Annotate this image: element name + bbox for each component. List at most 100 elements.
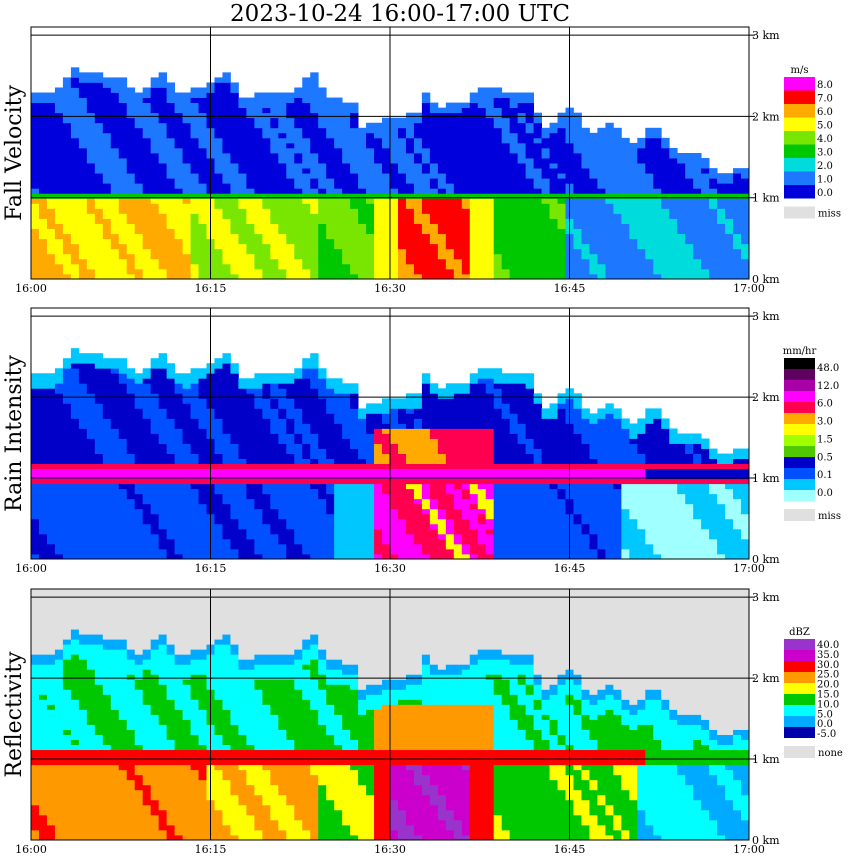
heatmap-cell: [246, 669, 255, 746]
heatmap-cell: [246, 659, 255, 670]
colorbar-missing-swatch: [784, 509, 815, 521]
heatmap-cell: [581, 468, 590, 480]
heatmap-cell: [501, 478, 511, 485]
heatmap-cell: [701, 168, 710, 174]
heatmap-cell: [94, 198, 104, 209]
heatmap-cell: [573, 714, 582, 751]
heatmap-cell: [134, 463, 144, 470]
heatmap-cell: [342, 824, 351, 841]
heatmap-cell: [286, 433, 295, 454]
heatmap-cell: [541, 147, 550, 159]
heatmap-cell: [302, 669, 311, 700]
heatmap-cell: [286, 398, 295, 419]
heatmap-cell: [222, 153, 231, 184]
heatmap-cell: [270, 508, 279, 535]
heatmap-cell: [677, 483, 686, 495]
heatmap-cell: [166, 478, 175, 485]
heatmap-cell: [637, 193, 646, 199]
heatmap-cell: [605, 749, 614, 766]
heatmap-cell: [86, 353, 96, 364]
heatmap-cell: [413, 193, 423, 199]
heatmap-cell: [405, 393, 415, 409]
heatmap-cell: [597, 188, 606, 194]
heatmap-cell: [62, 273, 72, 280]
heatmap-cell: [557, 393, 566, 404]
heatmap-cell: [645, 463, 654, 470]
heatmap-cell: [397, 749, 407, 766]
heatmap-cell: [174, 834, 183, 841]
heatmap-cell: [382, 433, 391, 454]
heatmap-cell: [110, 92, 120, 149]
heatmap-cell: [150, 649, 160, 675]
heatmap-cell: [78, 478, 88, 485]
heatmap-cell: [366, 198, 375, 204]
heatmap-cell: [421, 233, 431, 280]
heatmap-cell: [134, 764, 144, 776]
heatmap-cell: [86, 724, 96, 751]
heatmap-cell: [238, 468, 247, 480]
heatmap-cell: [222, 644, 231, 710]
heatmap-cell: [581, 418, 590, 444]
heatmap-cell: [102, 589, 112, 640]
heatmap-cell: [429, 704, 439, 751]
heatmap-cell: [246, 223, 255, 255]
heatmap-cell: [366, 794, 375, 841]
heatmap-cell: [366, 403, 375, 414]
heatmap-cell: [174, 428, 183, 465]
heatmap-cell: [653, 689, 662, 700]
heatmap-cell: [198, 183, 207, 194]
heatmap-cell: [525, 654, 534, 665]
heatmap-cell: [78, 644, 88, 660]
heatmap-cell: [693, 153, 702, 189]
heatmap-cell: [485, 533, 495, 555]
heatmap-cell: [358, 188, 367, 194]
heatmap-cell: [453, 674, 463, 705]
heatmap-cell: [270, 398, 279, 409]
heatmap-cell: [685, 483, 694, 505]
heatmap-cell: [693, 463, 702, 470]
heatmap-cell: [717, 589, 726, 735]
heatmap-cell: [246, 193, 255, 199]
heatmap-cell: [326, 589, 335, 660]
heatmap-cell: [294, 188, 303, 194]
heatmap-cell: [382, 453, 391, 465]
heatmap-cell: [70, 193, 80, 199]
heatmap-cell: [182, 478, 191, 485]
heatmap-cell: [134, 744, 144, 751]
heatmap-cell: [501, 92, 511, 98]
heatmap-cell: [254, 463, 263, 470]
colorbar-label: 40.0: [817, 640, 839, 651]
heatmap-cell: [453, 543, 463, 560]
heatmap-cell: [669, 709, 678, 720]
heatmap-cell: [453, 393, 463, 429]
heatmap-cell: [358, 463, 367, 470]
heatmap-cell: [573, 513, 582, 525]
heatmap-cell: [677, 463, 686, 470]
heatmap-cell: [310, 178, 319, 189]
heatmap-cell: [158, 644, 168, 685]
heatmap-cell: [693, 258, 702, 280]
heatmap-cell: [605, 403, 614, 414]
heatmap-cell: [421, 589, 431, 655]
heatmap-cell: [230, 483, 239, 520]
heatmap-cell: [685, 243, 694, 280]
heatmap-cell: [421, 193, 431, 199]
heatmap-cell: [613, 463, 622, 470]
heatmap-cell: [254, 233, 263, 270]
heatmap-cell: [597, 804, 606, 826]
heatmap-cell: [693, 198, 702, 260]
heatmap-cell: [437, 764, 447, 796]
heatmap-cell: [397, 428, 407, 454]
heatmap-cell: [493, 408, 503, 465]
heatmap-cell: [701, 528, 710, 560]
heatmap-cell: [190, 263, 199, 280]
heatmap-cell: [397, 764, 407, 811]
heatmap-cell: [589, 789, 598, 816]
heatmap-cell: [374, 749, 383, 841]
heatmap-cell: [629, 423, 638, 439]
heatmap-cell: [318, 649, 327, 660]
heatmap-cell: [166, 82, 175, 103]
heatmap-cell: [533, 188, 542, 194]
heatmap-cell: [86, 213, 96, 270]
heatmap-cell: [501, 268, 511, 280]
